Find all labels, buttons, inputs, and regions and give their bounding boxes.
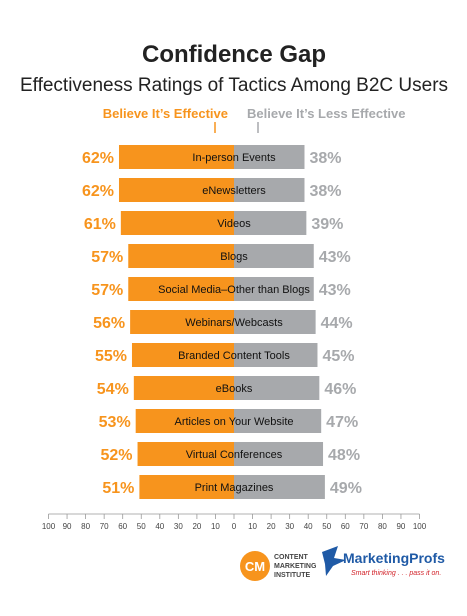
x-tick-label: 90 (63, 522, 72, 531)
chart-subtitle: Effectiveness Ratings of Tactics Among B… (20, 75, 448, 96)
value-label-less-effective: 46% (324, 381, 356, 398)
marketingprofs-tagline: Smart thinking . . . pass it on. (351, 570, 441, 577)
cmi-logo: CM CONTENT MARKETING INSTITUTE (240, 551, 317, 581)
value-label-effective: 62% (82, 150, 114, 167)
value-label-less-effective: 45% (322, 348, 354, 365)
value-label-effective: 57% (91, 249, 123, 266)
value-label-less-effective: 49% (330, 480, 362, 497)
bar-less-effective (234, 310, 316, 334)
x-tick-label: 10 (211, 522, 220, 531)
x-tick-label: 10 (248, 522, 257, 531)
chart-title: Confidence Gap (142, 41, 326, 68)
bar-less-effective (234, 244, 314, 268)
bar-less-effective (234, 145, 305, 169)
x-tick-label: 50 (322, 522, 331, 531)
value-label-effective: 56% (93, 315, 125, 332)
x-tick-label: 100 (42, 522, 56, 531)
cmi-logo-line-3: INSTITUTE (274, 572, 310, 579)
bar-effective (130, 310, 234, 334)
value-label-less-effective: 47% (326, 414, 358, 431)
category-label: Social Media–Other than Blogs (158, 284, 310, 296)
x-tick-label: 100 (413, 522, 427, 531)
value-label-less-effective: 39% (311, 216, 343, 233)
bar-effective (139, 475, 234, 499)
bar-less-effective (234, 475, 325, 499)
legend-effective: Believe It’s Effective (103, 106, 228, 121)
category-label: Webinars/Webcasts (185, 317, 283, 329)
bar-effective (131, 343, 234, 367)
category-label: Virtual Conferences (186, 449, 283, 461)
cmi-logo-mark: CM (245, 559, 265, 574)
x-tick-label: 40 (155, 522, 164, 531)
x-axis: 100 90 80 70 60 50 40 30 20 10 0 10 20 30 40 50 60 70 80 90… (42, 513, 427, 531)
bar-effective (133, 376, 234, 400)
category-label: Blogs (220, 251, 248, 263)
value-label-effective: 55% (95, 348, 127, 365)
value-label-effective: 53% (99, 414, 131, 431)
bar-effective (128, 277, 234, 301)
category-label: In-person Events (192, 152, 276, 164)
bar-effective (135, 409, 234, 433)
bar-effective (137, 442, 234, 466)
x-tick-label: 80 (378, 522, 387, 531)
category-label: Branded Content Tools (178, 350, 290, 362)
marketingprofs-logo: MarketingProfs Smart thinking . . . pass… (322, 546, 445, 577)
value-label-less-effective: 43% (319, 282, 351, 299)
x-tick-label: 70 (359, 522, 368, 531)
bar-less-effective (234, 277, 314, 301)
value-label-effective: 61% (84, 216, 116, 233)
x-tick-label: 50 (137, 522, 146, 531)
x-tick-label: 60 (341, 522, 350, 531)
x-tick-label: 30 (285, 522, 294, 531)
x-tick-label: 90 (396, 522, 405, 531)
value-label-less-effective: 38% (309, 183, 341, 200)
marketingprofs-bird-icon (322, 546, 346, 576)
x-tick-label: 70 (100, 522, 109, 531)
x-tick-label: 0 (232, 522, 237, 531)
cmi-logo-line-1: CONTENT (274, 554, 309, 561)
legend-less-effective: Believe It’s Less Effective (247, 106, 406, 121)
bar-less-effective (234, 442, 324, 466)
bar-group: 62% 38% In-person Events 62% 38% eNewsletters… (82, 145, 362, 499)
category-label: Videos (217, 218, 251, 230)
x-tick-label: 80 (81, 522, 90, 531)
category-label: Articles on Your Website (174, 416, 293, 428)
x-tick-label: 20 (267, 522, 276, 531)
value-label-effective: 52% (101, 447, 133, 464)
value-label-effective: 62% (82, 183, 114, 200)
marketingprofs-name: MarketingProfs (343, 550, 445, 566)
category-label: eNewsletters (202, 185, 266, 197)
category-label: eBooks (216, 383, 253, 395)
category-label: Print Magazines (195, 482, 274, 494)
x-tick-label: 20 (192, 522, 201, 531)
bar-effective (128, 244, 234, 268)
bar-effective (118, 178, 234, 202)
x-tick-label: 30 (174, 522, 183, 531)
bar-less-effective (234, 409, 322, 433)
value-label-less-effective: 48% (328, 447, 360, 464)
cmi-logo-line-2: MARKETING (274, 563, 317, 570)
bar-less-effective (234, 211, 307, 235)
value-label-effective: 57% (91, 282, 123, 299)
x-tick-label: 60 (118, 522, 127, 531)
value-label-effective: 54% (97, 381, 129, 398)
bar-less-effective (234, 178, 305, 202)
x-tick-label: 40 (304, 522, 313, 531)
cmi-logo-circle (240, 551, 270, 581)
value-label-less-effective: 43% (319, 249, 351, 266)
bar-effective (118, 145, 234, 169)
bar-less-effective (234, 376, 320, 400)
bar-effective (120, 211, 234, 235)
bar-less-effective (234, 343, 318, 367)
value-label-less-effective: 38% (309, 150, 341, 167)
value-label-less-effective: 44% (321, 315, 353, 332)
value-label-effective: 51% (102, 480, 134, 497)
